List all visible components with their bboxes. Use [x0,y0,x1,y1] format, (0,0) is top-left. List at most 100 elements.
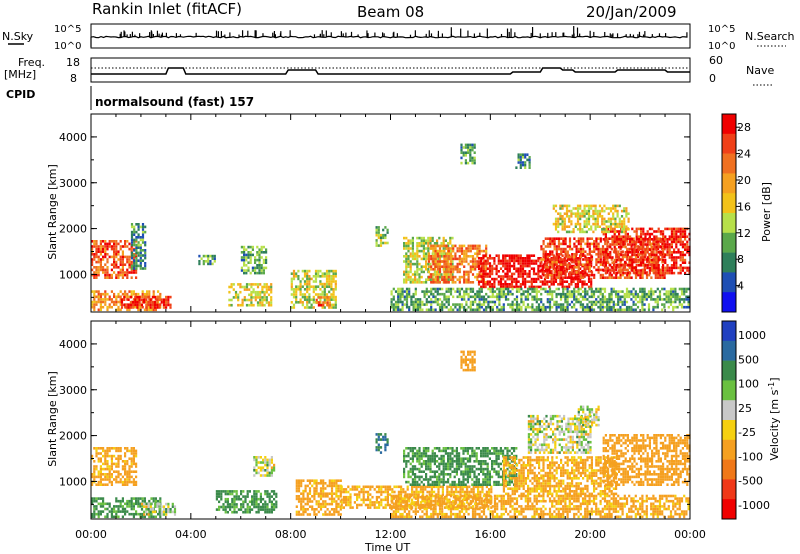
heatmap-cell [491,264,494,268]
heatmap-cell [110,305,113,309]
heatmap-cell [645,273,649,277]
heatmap-cell [518,287,521,291]
heatmap-cell [656,295,659,299]
heatmap-cell [456,257,459,261]
heatmap-cell [243,261,246,264]
heatmap-cell [117,250,120,253]
heatmap-cell [124,240,127,243]
heatmap-cell [586,290,589,293]
heatmap-cell [584,305,587,309]
heatmap-cell [234,296,238,299]
heatmap-cell [434,257,437,261]
heatmap-cell [207,262,210,266]
heatmap-cell [590,225,593,228]
heatmap-cell [581,308,585,312]
heatmap-cell [520,308,523,312]
heatmap-cell [384,226,387,229]
heatmap-cell [452,303,455,306]
heatmap-cell [452,278,455,281]
heatmap-cell [405,275,408,279]
heatmap-cell [456,247,459,250]
heatmap-cell [445,268,448,271]
heatmap-cell [495,267,498,270]
heatmap-cell [665,298,668,301]
heatmap-cell [169,306,172,309]
heatmap-cell [471,244,475,248]
heatmap-cell [106,507,109,511]
heatmap-cell [167,510,170,514]
heatmap-cell [141,292,144,296]
heatmap-cell [262,497,265,501]
heatmap-cell [292,272,296,275]
heatmap-cell [662,266,665,270]
heatmap-cell [594,225,597,228]
heatmap-cell [419,308,422,312]
heatmap-cell [642,243,645,246]
heatmap-cell [657,264,660,267]
heatmap-cell [268,510,271,514]
heatmap-cell [99,266,102,269]
heatmap-cell [416,268,419,271]
heatmap-cell [579,295,582,299]
heatmap-cell [561,254,564,257]
heatmap-cell [422,252,425,255]
heatmap-cell [106,502,109,506]
heatmap-cell [573,292,576,296]
heatmap-cell [256,266,259,270]
heatmap-cell [504,272,507,276]
heatmap-cell [409,260,412,263]
heatmap-cell [215,497,218,501]
heatmap-cell [464,143,467,147]
heatmap-cell [139,264,142,268]
heatmap-cell [425,260,428,263]
heatmap-cell [93,465,96,468]
heatmap-cell [559,308,563,312]
heatmap-cell [121,292,124,296]
heatmap-cell [467,247,470,250]
heatmap-cell [513,285,516,289]
heatmap-cell [560,271,563,274]
heatmap-cell [667,295,670,299]
heatmap-cell [611,256,614,259]
heatmap-cell [610,290,613,293]
heatmap-cell [243,264,246,267]
heatmap-cell [91,253,94,256]
heatmap-cell [644,266,647,270]
heatmap-cell [162,298,165,301]
heatmap-cell [135,262,138,265]
heatmap-cell [416,303,420,306]
heatmap-cell [584,242,587,246]
heatmap-cell [260,256,263,259]
heatmap-cell [518,305,521,309]
heatmap-cell [130,475,133,479]
heatmap-cell [422,265,425,268]
heatmap-cell [654,273,657,277]
heatmap-cell [489,287,492,291]
heatmap-cell [537,308,541,312]
heatmap-cell [506,272,509,276]
heatmap-cell [126,447,129,450]
heatmap-cell [235,490,238,493]
heatmap-cell [243,269,246,272]
heatmap-cell [325,293,329,296]
heatmap-cell [110,300,113,304]
heatmap-cell [681,232,684,236]
heatmap-cell [124,273,127,277]
heatmap-cell [414,298,417,301]
heatmap-cell [135,271,138,274]
heatmap-cell [204,254,208,258]
heatmap-cell [235,495,238,498]
heatmap-cell [136,301,139,304]
heatmap-cell [610,295,613,299]
heatmap-cell [108,276,111,279]
heatmap-cell [473,156,476,160]
heatmap-cell [117,465,120,468]
heatmap-cell [268,492,271,496]
heatmap-cell [566,258,569,261]
heatmap-cell [440,249,443,253]
heatmap-cell [496,292,499,296]
heatmap-cell [332,280,335,283]
heatmap-cell [452,249,455,253]
heatmap-cell [130,507,133,511]
heatmap-cell [416,242,419,245]
